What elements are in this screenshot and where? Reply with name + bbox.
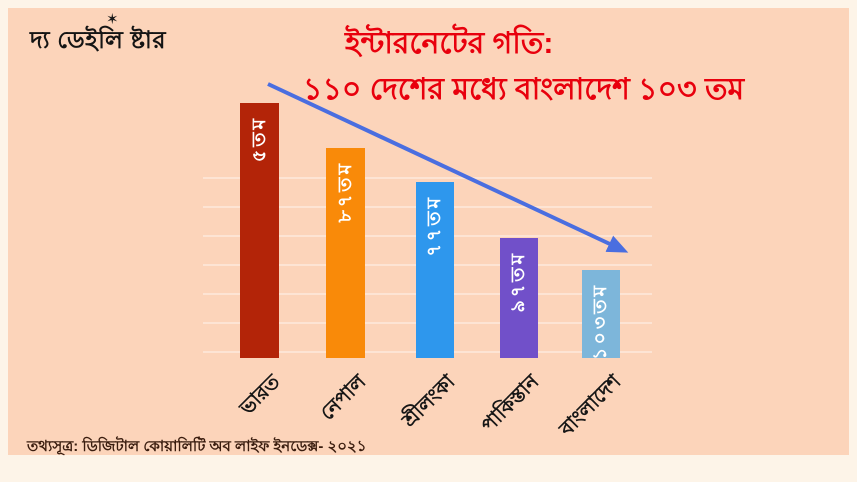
- chart-title-line2: ১১০ দেশের মধ্যে বাংলাদেশ ১০৩ তম: [303, 73, 745, 106]
- bar-nepal: ৮৭তম: [326, 148, 365, 358]
- bar-value-label: ৯৭তম: [508, 251, 529, 313]
- logo-text: দ্য ডেইলি ষ্টার: [30, 27, 167, 54]
- bar-bangladesh: ১০৩তম: [582, 270, 620, 360]
- star-icon: ✶: [106, 11, 120, 28]
- bar-srilanka: ৭৭তম: [416, 182, 454, 358]
- bar-value-label: ৫তম: [248, 116, 270, 163]
- bar-value-label: ১০৩তম: [590, 283, 611, 360]
- source-note: তথ্যসূত্র: ডিজিটাল কোয়ালিটি অব লাইফ ইনড…: [27, 438, 367, 455]
- daily-star-logo: ✶ দ্য ডেইলি ষ্টার: [30, 11, 167, 62]
- bar-value-label: ৮৭তম: [334, 161, 356, 223]
- bar-pakistan: ৯৭তম: [500, 238, 538, 358]
- chart-title-line1: ইন্টারনেটের গতি:: [345, 27, 554, 60]
- bar-india: ৫তম: [240, 103, 279, 358]
- bar-value-label: ৭৭তম: [424, 195, 445, 257]
